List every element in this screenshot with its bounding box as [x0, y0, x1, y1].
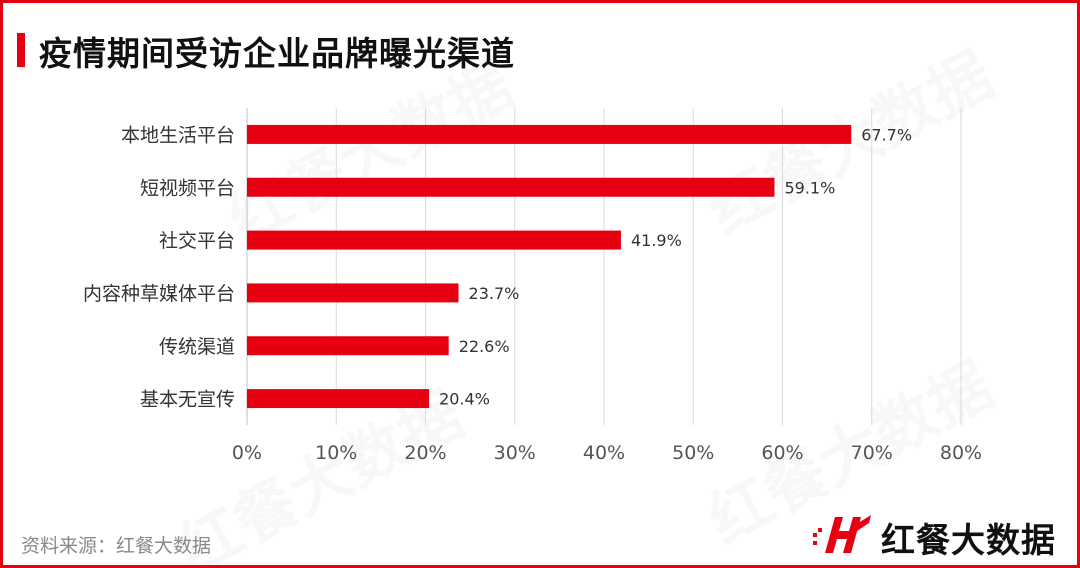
value-label: 41.9%: [631, 231, 682, 250]
x-tick-label: 0%: [232, 442, 262, 464]
bar: [247, 124, 852, 144]
bar: [247, 283, 459, 303]
x-tick-label: 10%: [315, 442, 357, 464]
brand-name: 红餐大数据: [881, 521, 1056, 561]
x-tick-label: 80%: [940, 442, 982, 464]
source-note: 资料来源：红餐大数据: [21, 535, 212, 557]
category-label: 传统渠道: [159, 336, 235, 358]
category-label: 内容种草媒体平台: [83, 283, 235, 305]
category-label: 本地生活平台: [121, 124, 235, 146]
bar: [247, 230, 621, 250]
x-tick-label: 50%: [672, 442, 714, 464]
x-tick-label: 60%: [761, 442, 803, 464]
chart-title: 疫情期间受访企业品牌曝光渠道: [39, 34, 515, 73]
x-tick-label: 70%: [851, 442, 893, 464]
x-tick-label: 40%: [583, 442, 625, 464]
value-label: 22.6%: [459, 337, 510, 356]
bar-chart: 0% 10% 20% 30% 40% 50% 60% 70% 80% 本地生活平台 67.7% 短视频…: [83, 108, 982, 464]
bar: [247, 336, 449, 356]
category-label: 基本无宣传: [140, 389, 235, 411]
value-label: 23.7%: [469, 284, 520, 303]
x-tick-label: 20%: [404, 442, 446, 464]
value-label: 59.1%: [784, 178, 835, 197]
category-label: 短视频平台: [140, 177, 235, 199]
value-label: 67.7%: [861, 125, 912, 144]
bar: [247, 177, 775, 197]
hongcan-logo-icon: [813, 515, 871, 553]
category-label: 社交平台: [159, 230, 235, 252]
x-tick-label: 30%: [494, 442, 536, 464]
title-accent-bar: [17, 33, 25, 67]
value-label: 20.4%: [439, 390, 490, 409]
bar: [247, 389, 430, 409]
